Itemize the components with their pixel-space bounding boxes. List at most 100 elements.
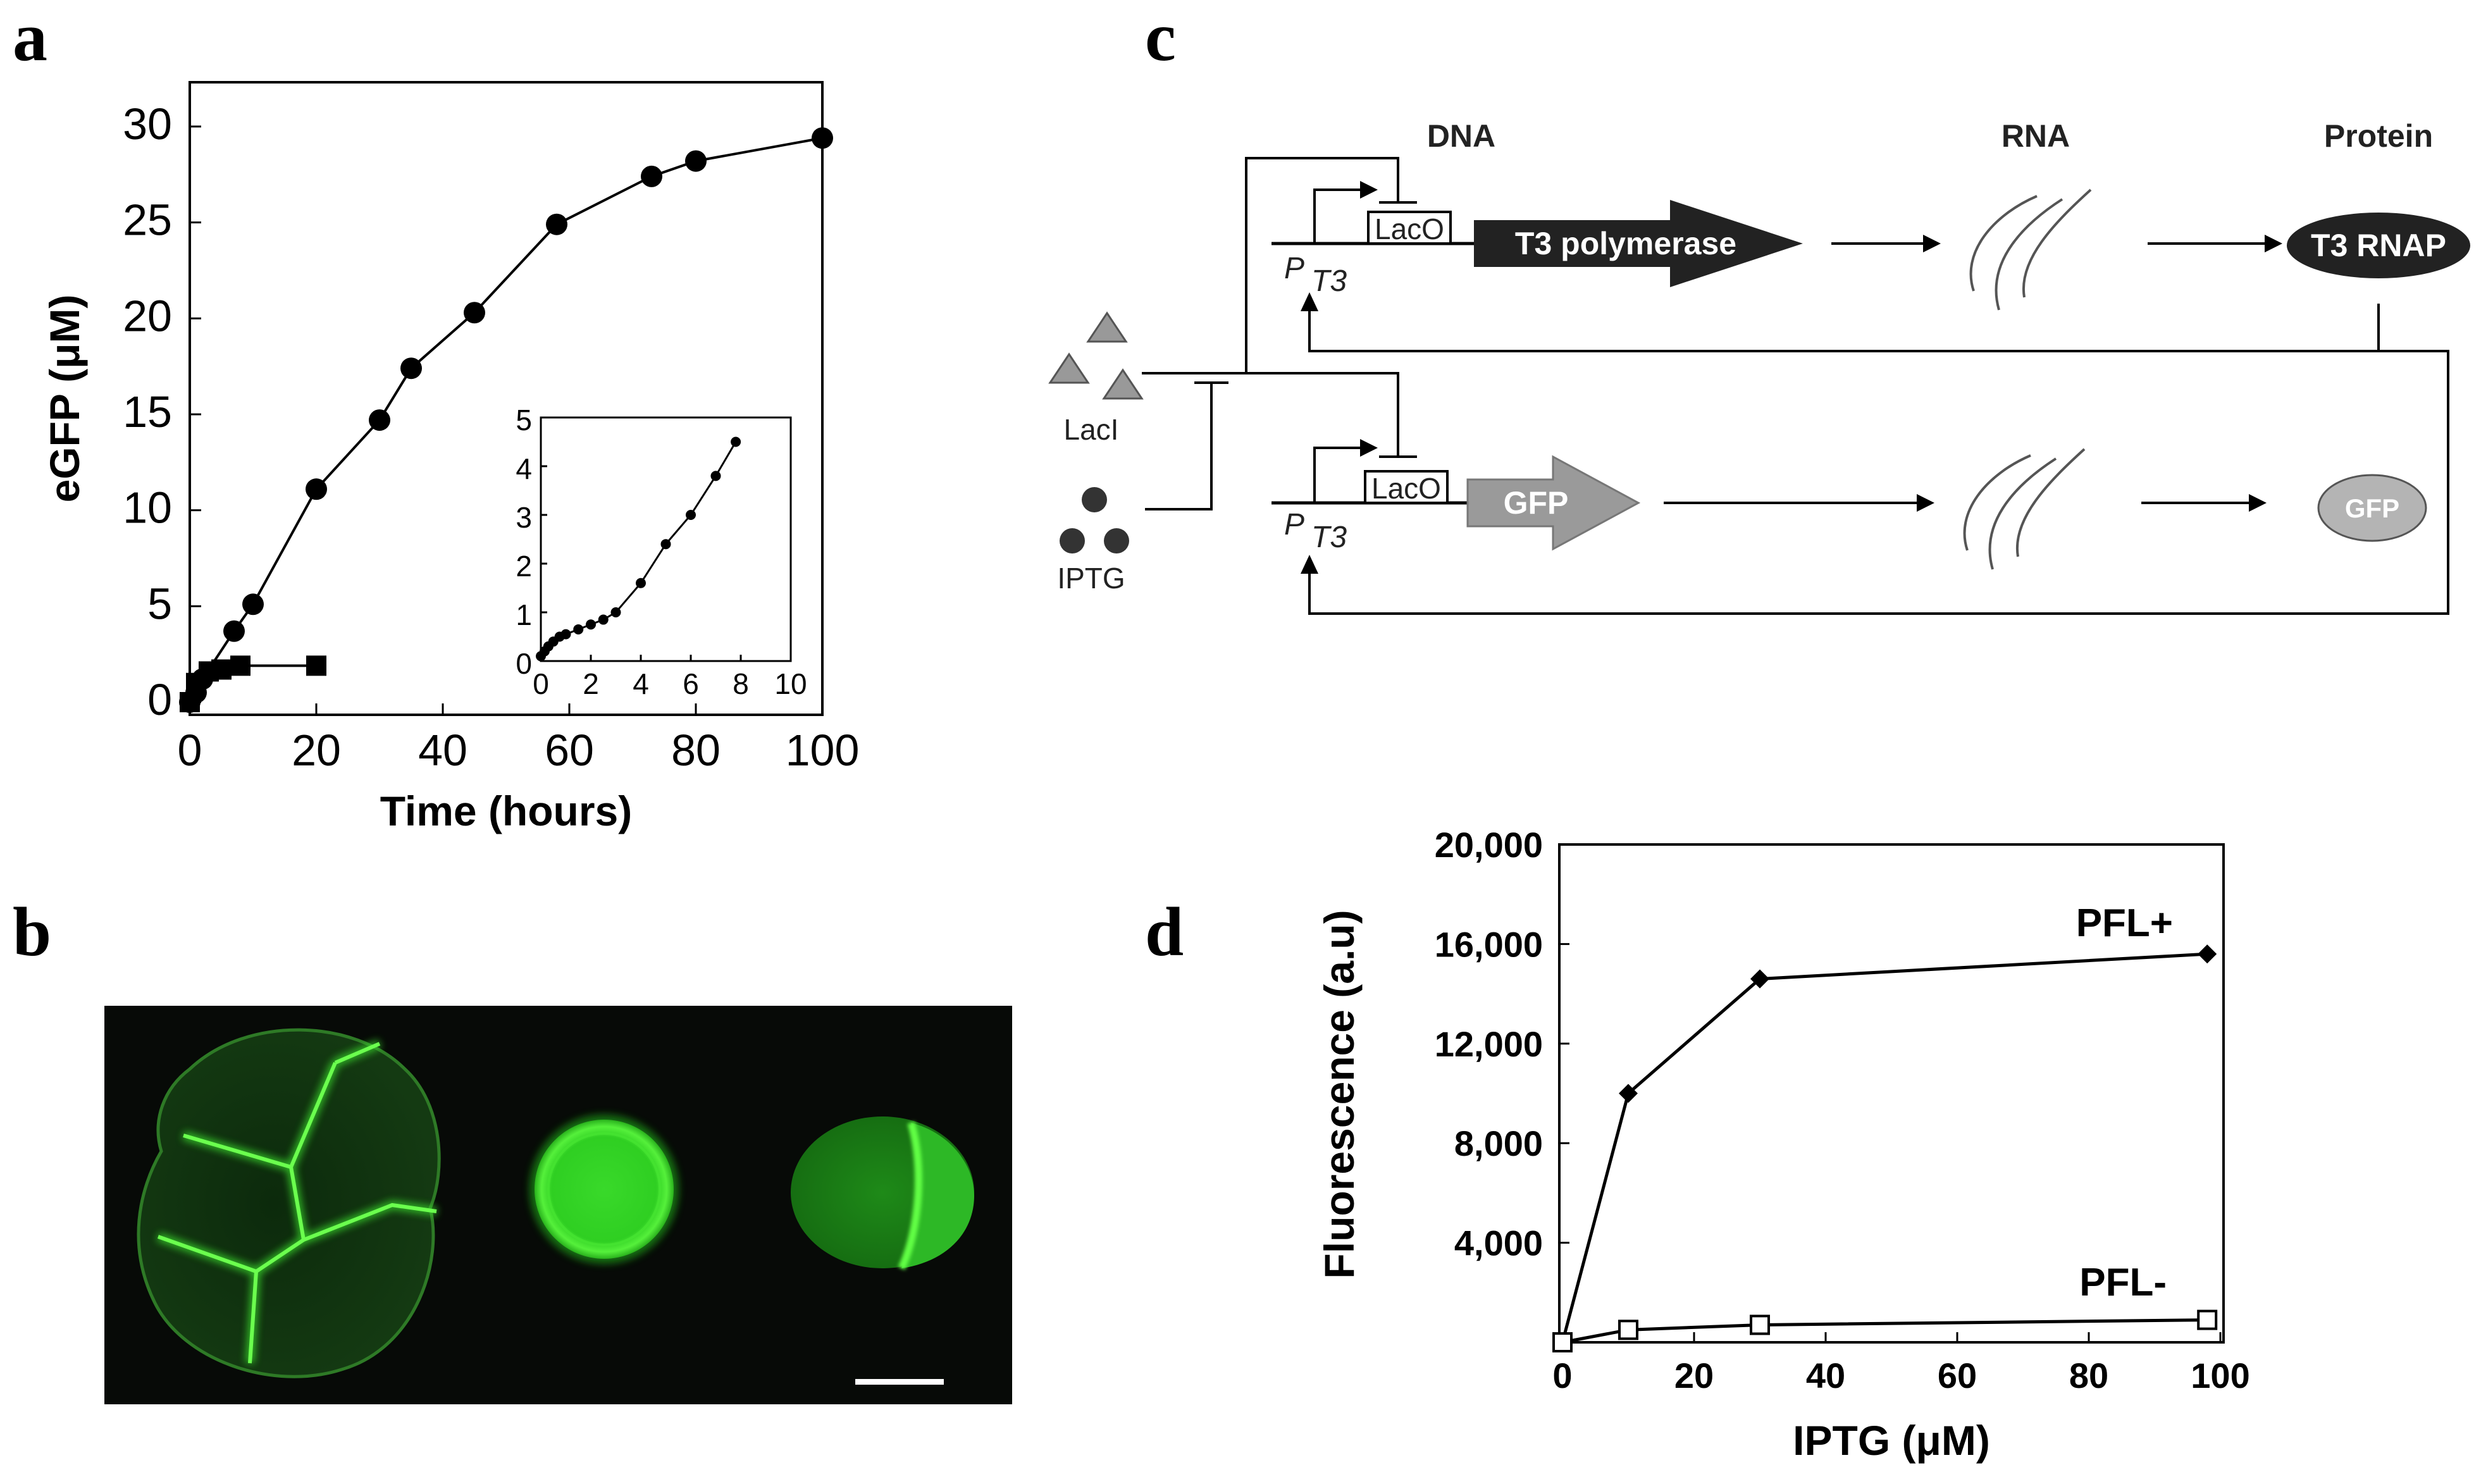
panel-d-y-tick-label-1: 8,000 xyxy=(1454,1123,1543,1163)
panel-d-x-tick-label-3: 60 xyxy=(1938,1356,1977,1395)
panel-a-inset-x-tick-label-5: 10 xyxy=(774,667,807,700)
panel-a-circle-series-point-3 xyxy=(223,620,245,642)
panel-d-pfl-plus-point-3 xyxy=(2198,944,2217,964)
gene-bottom: LacO P T3 GFP xyxy=(1271,439,1641,554)
series-label-pfl-plus: PFL+ xyxy=(2076,901,2173,945)
flow-arrows-top xyxy=(1831,235,2282,252)
rna-squiggles-top xyxy=(1969,189,2092,311)
panel-a-inset-series-point-11 xyxy=(660,539,671,550)
panel-letter-c: c xyxy=(1145,0,1176,75)
gfp-gene-label: GFP xyxy=(1504,485,1569,521)
promoter-p-bottom: P xyxy=(1284,508,1304,541)
panel-a-inset-x-tick-label-2: 4 xyxy=(633,667,649,700)
panel-d-plot-frame xyxy=(1558,843,2225,1344)
green-vesicle xyxy=(529,1115,679,1264)
panel-a-inset-series-point-13 xyxy=(710,471,721,481)
gfp-gene-arrow xyxy=(1466,455,1641,551)
cell-cluster xyxy=(137,1028,441,1378)
panel-letter-d: d xyxy=(1145,893,1184,970)
panel-a-y-axis-title: eGFP (μM) xyxy=(41,295,88,503)
header-protein: Protein xyxy=(2324,118,2433,154)
flow-arrows-bottom xyxy=(1664,494,2267,512)
gene-top: LacO P T3 T3 polymerase xyxy=(1271,181,1803,298)
panel-letter-b: b xyxy=(13,893,51,970)
panel-d-pfl-plus-point-2 xyxy=(1750,969,1769,989)
panel-d-pfl-minus-point-3 xyxy=(2197,1309,2218,1330)
panel-d-x-tick-label-4: 80 xyxy=(2069,1356,2108,1395)
promoter-sub-top: T3 xyxy=(1311,264,1347,298)
feedback-loop xyxy=(1308,304,2449,615)
scale-bar xyxy=(855,1379,944,1385)
gfp-protein-label: GFP xyxy=(2345,493,2399,523)
rna-squiggles-bottom xyxy=(1963,448,2086,570)
panel-a-x-tick-label-5: 100 xyxy=(786,726,860,775)
panel-b-micrograph xyxy=(104,1006,1012,1404)
panel-d-pfl-plus-point-1 xyxy=(1619,1084,1638,1103)
panel-a-inset-y-tick-label-2: 2 xyxy=(516,550,532,583)
t3-rnap-protein: T3 RNAP xyxy=(2287,213,2470,278)
panel-a-y-tick-label-5: 25 xyxy=(123,195,172,245)
laco-box-bottom xyxy=(1364,470,1449,504)
panel-a-x-axis-title: Time (hours) xyxy=(380,788,632,834)
iptg-molecules xyxy=(1060,487,1129,553)
panel-a-inset-x-tick-label-0: 0 xyxy=(533,667,549,700)
laco-label-top: LacO xyxy=(1375,213,1444,245)
laci-molecules xyxy=(1048,311,1144,400)
panel-a-circle-series-point-8 xyxy=(464,302,485,324)
panel-a-inset-y-tick-label-5: 5 xyxy=(516,404,532,436)
panel-a-circle-series-point-7 xyxy=(400,357,422,380)
panel-a-y-tick-label-1: 5 xyxy=(147,579,172,628)
panel-c-circuit-diagram: DNA RNA Protein LacO P T3 T3 polymerase xyxy=(1048,118,2470,615)
promoter-p-top: P xyxy=(1284,252,1304,285)
laco-box-top xyxy=(1367,211,1452,245)
panel-d-x-axis-title: IPTG (μM) xyxy=(1793,1417,1990,1464)
panel-a-y-tick-label-2: 10 xyxy=(123,483,172,533)
panel-d-pfl-minus-line xyxy=(1562,1318,2208,1344)
panel-d-y-tick-label-3: 16,000 xyxy=(1435,924,1543,964)
laci-iptg-connectors xyxy=(1142,372,1417,510)
panel-a-y-tick-label-3: 15 xyxy=(123,387,172,436)
t3-rnap-label: T3 RNAP xyxy=(2311,228,2446,263)
panel-a-circle-series-point-4 xyxy=(242,593,264,615)
panel-a-inset-series-point-8 xyxy=(598,614,609,625)
panel-a-inset-x-tick-label-3: 6 xyxy=(683,667,699,700)
panel-a-inset-y-tick-label-3: 3 xyxy=(516,501,532,534)
laci-label: LacI xyxy=(1064,413,1119,446)
panel-d-pfl-plus-line xyxy=(1561,952,2208,1343)
panel-a-inset-y-tick-label-0: 0 xyxy=(516,647,532,680)
gfp-protein: GFP xyxy=(2317,474,2427,542)
panel-d-y-axis-title: Fluorescence (a.u) xyxy=(1316,910,1363,1278)
panel-a-inset-x-tick-label-1: 2 xyxy=(583,667,599,700)
panel-a-circle-series-point-12 xyxy=(812,127,833,149)
panel-a-circle-series-point-11 xyxy=(685,150,707,172)
panel-a-x-tick-label-0: 0 xyxy=(178,726,202,775)
panel-a-inset-y-tick-label-1: 1 xyxy=(516,598,532,631)
panel-a-x-tick-label-3: 60 xyxy=(545,726,594,775)
panel-a-circle-series-point-10 xyxy=(641,165,662,187)
panel-d-y-tick-label-0: 4,000 xyxy=(1454,1223,1543,1263)
panel-d-x-tick-label-2: 40 xyxy=(1806,1356,1845,1395)
panel-a-square-series-point-4 xyxy=(230,655,251,676)
panel-d-pfl-minus-point-0 xyxy=(1552,1332,1573,1352)
panel-a-circle-series-point-2 xyxy=(192,668,213,690)
panel-a-x-tick-label-2: 40 xyxy=(418,726,467,775)
panel-d-pfl-minus-point-1 xyxy=(1618,1320,1638,1340)
panel-a-x-tick-label-4: 80 xyxy=(671,726,721,775)
panel-a-inset-series-point-10 xyxy=(636,578,646,588)
panel-d-x-tick-label-0: 0 xyxy=(1552,1356,1572,1395)
panel-a-square-series-point-5 xyxy=(306,655,326,676)
t3-polymerase-label: T3 polymerase xyxy=(1515,226,1736,261)
panel-d-pfl-minus-point-2 xyxy=(1750,1314,1770,1335)
panel-a-y-tick-label-0: 0 xyxy=(147,675,172,724)
header-dna: DNA xyxy=(1427,118,1495,154)
panel-a-inset-x-tick-label-4: 8 xyxy=(733,667,749,700)
laco-label-bottom: LacO xyxy=(1371,472,1441,505)
panel-a-y-tick-label-4: 20 xyxy=(123,291,172,340)
panel-d-y-tick-label-2: 12,000 xyxy=(1435,1024,1543,1064)
panel-a-inset-series-point-14 xyxy=(731,436,741,447)
panel-a-circle-series-point-9 xyxy=(546,213,567,235)
panel-d-x-tick-label-1: 20 xyxy=(1674,1356,1714,1395)
promoter-sub-bottom: T3 xyxy=(1311,521,1347,554)
